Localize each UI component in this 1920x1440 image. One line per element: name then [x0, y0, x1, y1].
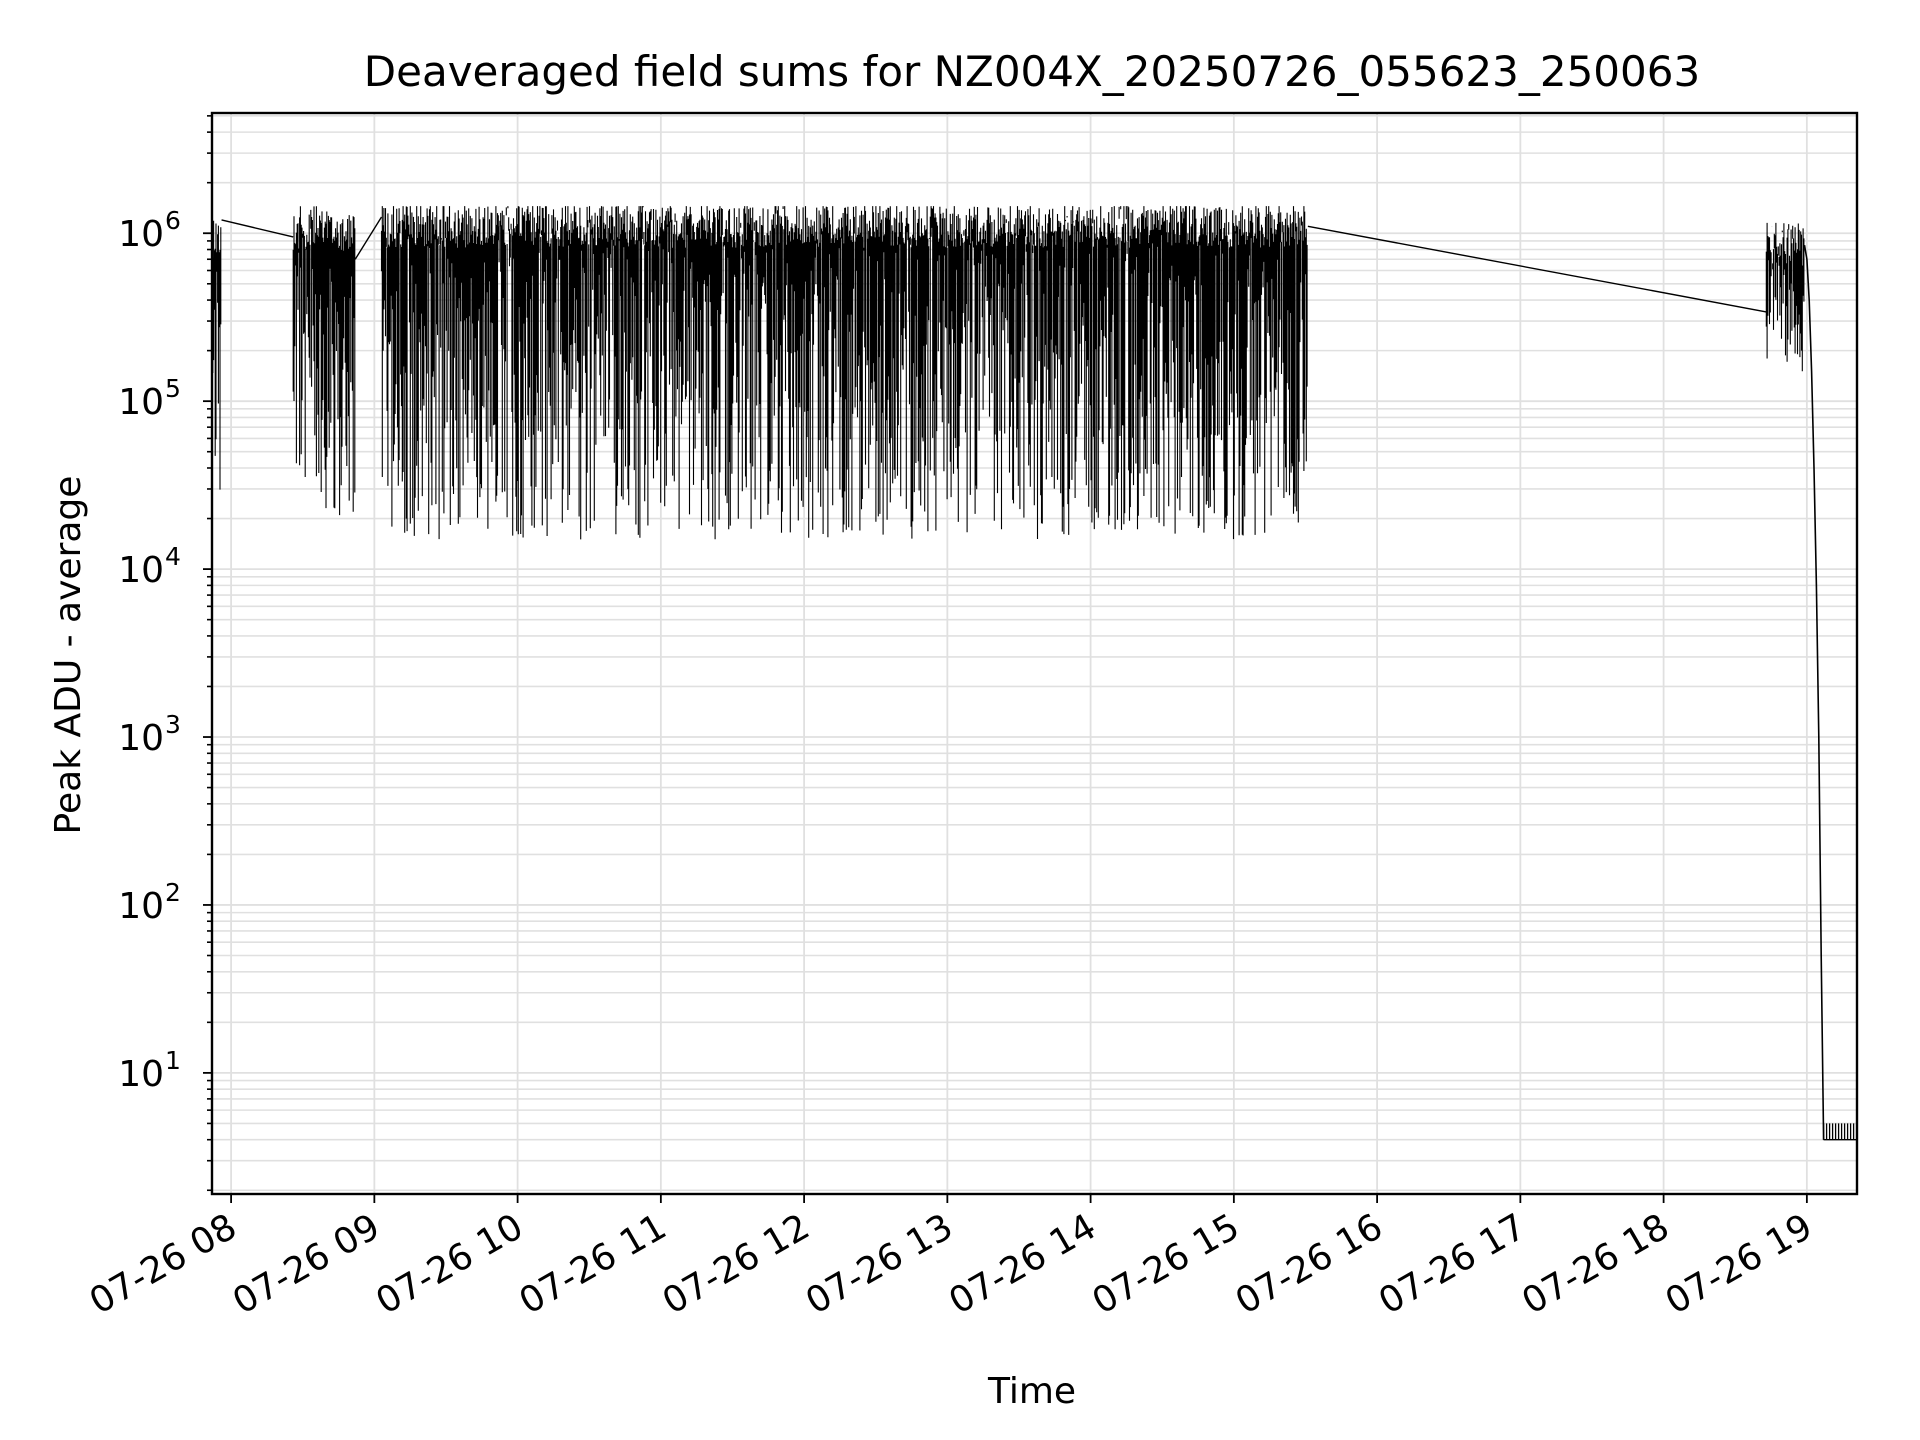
- chart-title: Deaveraged field sums for NZ004X_2025072…: [364, 47, 1700, 96]
- connector-line: [221, 219, 294, 238]
- y-tick-exponent: 5: [165, 374, 181, 403]
- x-axis-label: Time: [987, 1371, 1076, 1412]
- y-tick-exponent: 6: [165, 206, 181, 235]
- y-tick-label: 10: [118, 550, 164, 591]
- plot-area: [211, 206, 1858, 1141]
- connector-line: [1307, 225, 1767, 313]
- axes-frame: [210, 111, 1859, 1196]
- y-tick-exponent: 3: [165, 710, 181, 739]
- y-tick-label: 10: [118, 382, 164, 423]
- decay-line: [1803, 244, 1825, 1140]
- y-tick-exponent: 4: [165, 542, 181, 571]
- y-tick-label: 10: [118, 718, 164, 759]
- y-axis-label: Peak ADU - average: [48, 476, 89, 835]
- y-tick-label: 10: [118, 886, 164, 927]
- connector-line: [354, 216, 383, 260]
- y-tick-exponent: 1: [165, 1046, 181, 1075]
- grid: [212, 113, 1857, 1194]
- y-tick-label: 10: [118, 1054, 164, 1095]
- floor-segment: [1822, 1123, 1858, 1141]
- data-segment: [380, 206, 1308, 540]
- data-segment: [1765, 222, 1805, 372]
- data-segment: [292, 206, 356, 516]
- y-tick-exponent: 2: [165, 878, 181, 907]
- tick-marks: [203, 115, 1808, 1203]
- y-tick-label: 10: [118, 214, 164, 255]
